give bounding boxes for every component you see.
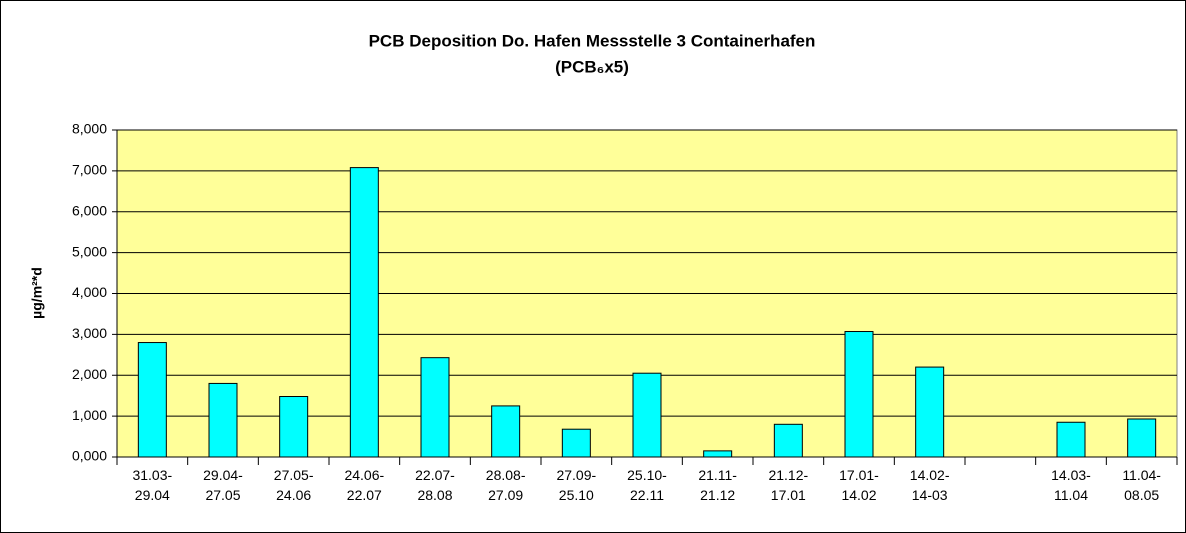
y-tick-label: 0,000 bbox=[72, 448, 107, 464]
x-tick-label: 14.03- 11.04 bbox=[1051, 467, 1091, 503]
bar bbox=[420, 357, 450, 458]
y-tick-label: 1,000 bbox=[72, 407, 107, 423]
bar bbox=[915, 366, 945, 458]
chart-subtitle: (PCB₆x5) bbox=[555, 57, 629, 76]
x-tick-label: 11.04- 08.05 bbox=[1122, 467, 1161, 503]
bar bbox=[773, 423, 803, 458]
x-tick-label: 28.08- 27.09 bbox=[485, 467, 526, 503]
bar bbox=[561, 428, 591, 458]
x-tick-label: 31.03- 29.04 bbox=[132, 467, 173, 503]
bar bbox=[137, 342, 167, 458]
chart-title: PCB Deposition Do. Hafen Messstelle 3 Co… bbox=[369, 31, 816, 50]
bar bbox=[279, 396, 309, 458]
y-tick-label: 2,000 bbox=[72, 366, 107, 382]
bar bbox=[632, 372, 662, 458]
y-axis-label: µg/m²*d bbox=[29, 267, 45, 319]
bar bbox=[703, 450, 733, 458]
x-tick-label: 22.07- 28.08 bbox=[415, 467, 455, 503]
x-tick-label: 24.06- 22.07 bbox=[344, 467, 385, 503]
y-tick-label: 7,000 bbox=[72, 162, 107, 178]
bar bbox=[844, 331, 874, 458]
bar bbox=[349, 167, 379, 458]
x-tick-label: 25.10- 22.11 bbox=[627, 467, 667, 503]
y-tick-label: 5,000 bbox=[72, 243, 107, 259]
y-tick-label: 3,000 bbox=[72, 325, 107, 341]
x-tick-label: 21.11- 21.12 bbox=[698, 467, 737, 503]
y-tick-label: 4,000 bbox=[72, 284, 107, 300]
bar bbox=[1127, 418, 1157, 458]
x-tick-label: 14.02- 14-03 bbox=[909, 467, 950, 503]
x-tick-label: 17.01- 14.02 bbox=[839, 467, 879, 503]
y-tick-label: 8,000 bbox=[72, 121, 107, 137]
bar bbox=[491, 405, 521, 458]
x-tick-label: 29.04- 27.05 bbox=[203, 467, 243, 503]
y-tick-label: 6,000 bbox=[72, 202, 107, 218]
x-tick-label: 21.12- 17.01 bbox=[768, 467, 809, 503]
bar bbox=[208, 382, 238, 458]
x-tick-label: 27.05- 24.06 bbox=[273, 467, 314, 503]
bar bbox=[1056, 421, 1086, 458]
x-tick-label: 27.09- 25.10 bbox=[556, 467, 597, 503]
